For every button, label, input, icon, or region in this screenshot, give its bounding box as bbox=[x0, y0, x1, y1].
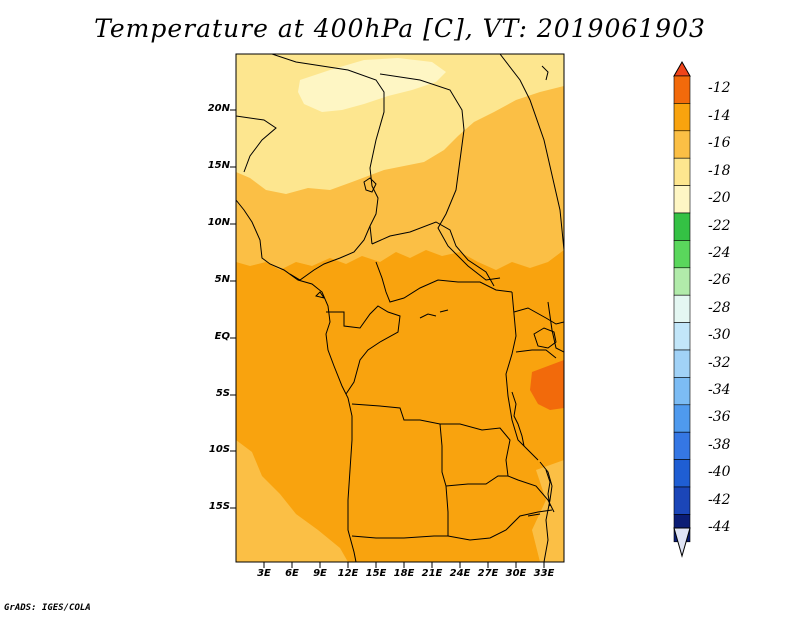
colorbar-swatch bbox=[673, 377, 691, 406]
border-zambia-south bbox=[447, 509, 553, 541]
colorbar-swatch bbox=[673, 185, 691, 214]
lat-label: 10S bbox=[208, 444, 230, 455]
lon-label: 3E bbox=[257, 568, 271, 579]
lon-label: 27E bbox=[477, 568, 499, 579]
lake-malawi bbox=[545, 469, 551, 507]
field-18-16-south bbox=[236, 440, 348, 562]
lake-victoria bbox=[533, 327, 557, 349]
colorbar-label: -36 bbox=[708, 409, 731, 425]
field-14-12 bbox=[530, 360, 564, 410]
lat-label: 5S bbox=[215, 388, 230, 399]
colorbar-swatch bbox=[673, 240, 691, 269]
colorbar-label: -40 bbox=[708, 464, 731, 480]
lat-label: 15N bbox=[207, 160, 230, 171]
lon-label: 15E bbox=[365, 568, 387, 579]
lat-label: 10N bbox=[207, 217, 230, 228]
river-4 bbox=[527, 513, 541, 517]
map-title: Temperature at 400hPa [C], VT: 201906190… bbox=[94, 14, 706, 43]
lon-label: 30E bbox=[505, 568, 527, 579]
map-frame bbox=[235, 53, 565, 563]
colorbar-label: -44 bbox=[708, 519, 731, 535]
colorbar-label: -16 bbox=[708, 135, 731, 151]
lat-label: 15S bbox=[208, 501, 230, 512]
lake-tanganyika bbox=[511, 391, 525, 447]
border-uganda bbox=[513, 307, 564, 325]
colorbar-label: -34 bbox=[708, 382, 731, 398]
river-2 bbox=[439, 309, 449, 313]
lake-chad bbox=[363, 177, 377, 193]
colorbar-swatch bbox=[673, 157, 691, 186]
lat-ticks bbox=[230, 109, 236, 509]
colorbar-label: -32 bbox=[708, 355, 731, 371]
border-angola-zambia bbox=[351, 423, 449, 539]
river-3 bbox=[315, 291, 326, 299]
border-kenya bbox=[547, 301, 564, 353]
colorbar-swatch bbox=[673, 212, 691, 241]
colorbar-swatch bbox=[673, 404, 691, 433]
border-zambia bbox=[445, 475, 555, 513]
colorbar-swatch bbox=[673, 294, 691, 323]
lat-label: EQ bbox=[214, 331, 230, 342]
colorbar-top-arrow bbox=[673, 60, 691, 77]
colorbar-label: -28 bbox=[708, 300, 731, 316]
colorbar-swatch bbox=[673, 322, 691, 351]
grads-credit: GrADS: IGES/COLA bbox=[4, 603, 91, 613]
boundaries bbox=[236, 54, 564, 562]
field-le-22 bbox=[298, 58, 446, 112]
colorbar-label: -18 bbox=[708, 163, 731, 179]
colorbar-label: -12 bbox=[708, 80, 731, 96]
border-angola bbox=[351, 403, 511, 477]
lon-label: 33E bbox=[533, 568, 555, 579]
colorbar-label: -24 bbox=[708, 245, 731, 261]
coastline-west bbox=[236, 199, 357, 562]
lon-ticks bbox=[263, 562, 545, 568]
border-malawi bbox=[539, 461, 553, 562]
colorbar-swatch bbox=[673, 349, 691, 378]
border-car bbox=[371, 221, 495, 287]
lon-label: 6E bbox=[285, 568, 299, 579]
colorbar-label: -42 bbox=[708, 492, 731, 508]
colorbar-swatch bbox=[673, 130, 691, 159]
lon-label: 24E bbox=[449, 568, 471, 579]
border-north bbox=[271, 54, 385, 245]
colorbar-label: -30 bbox=[708, 327, 731, 343]
colorbar-swatch bbox=[673, 431, 691, 460]
colorbar-label: -14 bbox=[708, 108, 731, 124]
temperature-field bbox=[236, 54, 564, 562]
colorbar-swatch bbox=[673, 459, 691, 488]
lat-label: 20N bbox=[207, 103, 230, 114]
colorbar bbox=[673, 60, 691, 558]
colorbar-label: -26 bbox=[708, 272, 731, 288]
border-rwanda bbox=[515, 349, 557, 359]
border-mali-niger bbox=[236, 115, 277, 173]
border-chad-sudan bbox=[379, 73, 501, 281]
border-cameroon bbox=[289, 225, 371, 281]
colorbar-label: -22 bbox=[708, 218, 731, 234]
river-1 bbox=[419, 313, 437, 319]
lon-label: 9E bbox=[313, 568, 327, 579]
lon-label: 12E bbox=[337, 568, 359, 579]
colorbar-swatch bbox=[673, 103, 691, 132]
colorbar-label: -20 bbox=[708, 190, 731, 206]
border-gabon-congo bbox=[326, 305, 401, 395]
lon-label: 21E bbox=[421, 568, 443, 579]
lat-label: 5N bbox=[214, 274, 230, 285]
colorbar-swatch bbox=[673, 267, 691, 296]
colorbar-bottom-arrow bbox=[673, 527, 691, 558]
colorbar-label: -38 bbox=[708, 437, 731, 453]
colorbar-swatch bbox=[673, 486, 691, 515]
border-congo-drc bbox=[375, 261, 513, 303]
lon-label: 18E bbox=[393, 568, 415, 579]
eastern-horn bbox=[541, 65, 549, 81]
coastline-east bbox=[499, 54, 564, 251]
colorbar-swatch bbox=[673, 75, 691, 104]
